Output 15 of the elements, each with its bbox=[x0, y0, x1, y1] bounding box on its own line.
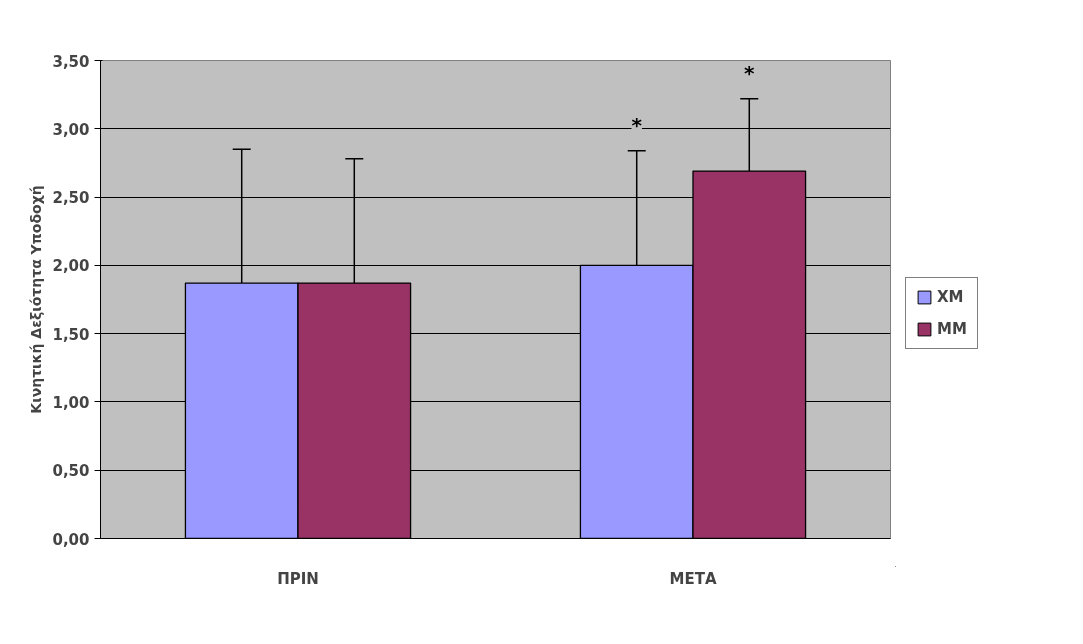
y-tick-label: 2,50 bbox=[52, 189, 90, 208]
x-tick-label: ΜΕΤΑ bbox=[669, 569, 717, 588]
legend-label: ΜΜ bbox=[937, 320, 967, 338]
y-axis-title: Κινητική Δεξιότητα Υποδοχή bbox=[28, 185, 45, 414]
y-tick-label: 2,00 bbox=[52, 257, 90, 276]
y-tick-label: 1,00 bbox=[52, 393, 90, 412]
y-tick-label: 0,50 bbox=[52, 462, 90, 481]
legend-label: ΧΜ bbox=[937, 288, 964, 306]
annotation: * bbox=[631, 112, 643, 137]
annotation: * bbox=[744, 61, 756, 86]
x-tick-label: ΠΡΙΝ bbox=[277, 569, 319, 588]
y-tick-label: 0,00 bbox=[52, 530, 90, 549]
y-tick-label: 3,50 bbox=[52, 52, 90, 71]
y-tick-label: 1,50 bbox=[52, 325, 90, 344]
y-tick-label: 3,00 bbox=[52, 120, 90, 139]
